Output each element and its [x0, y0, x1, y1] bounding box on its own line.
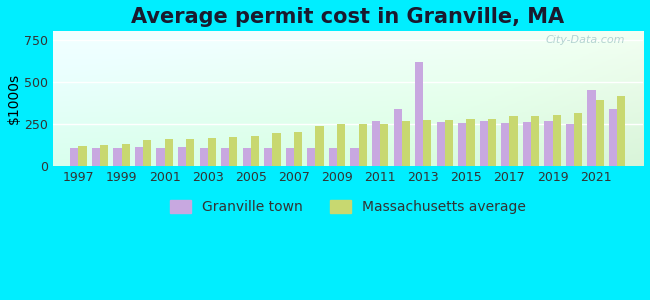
- Bar: [552, 115, 561, 166]
- Bar: [574, 113, 582, 166]
- Bar: [242, 148, 251, 166]
- Bar: [122, 144, 130, 166]
- Bar: [415, 61, 423, 166]
- Bar: [445, 120, 453, 166]
- Bar: [501, 123, 510, 166]
- Bar: [307, 148, 315, 166]
- Bar: [359, 124, 367, 166]
- Bar: [480, 122, 488, 166]
- Bar: [423, 120, 432, 166]
- Text: City-Data.com: City-Data.com: [546, 35, 625, 45]
- Bar: [79, 146, 86, 166]
- Bar: [531, 116, 540, 166]
- Bar: [251, 136, 259, 166]
- Bar: [135, 147, 143, 166]
- Legend: Granville town, Massachusetts average: Granville town, Massachusetts average: [164, 195, 532, 220]
- Bar: [488, 119, 496, 166]
- Bar: [70, 148, 79, 166]
- Bar: [208, 138, 216, 166]
- Bar: [544, 121, 552, 166]
- Bar: [437, 122, 445, 166]
- Bar: [143, 140, 151, 166]
- Bar: [229, 136, 237, 166]
- Bar: [178, 147, 186, 166]
- Bar: [595, 100, 604, 166]
- Bar: [618, 96, 625, 166]
- Bar: [523, 122, 531, 166]
- Bar: [164, 139, 173, 166]
- Bar: [286, 148, 294, 166]
- Bar: [393, 109, 402, 166]
- Bar: [466, 119, 474, 166]
- Bar: [200, 148, 208, 166]
- Bar: [157, 148, 164, 166]
- Bar: [186, 139, 194, 166]
- Bar: [402, 121, 410, 166]
- Bar: [510, 116, 517, 166]
- Bar: [92, 148, 100, 166]
- Y-axis label: $1000s: $1000s: [7, 73, 21, 124]
- Bar: [329, 148, 337, 166]
- Bar: [372, 121, 380, 166]
- Bar: [315, 126, 324, 166]
- Title: Average permit cost in Granville, MA: Average permit cost in Granville, MA: [131, 7, 564, 27]
- Bar: [272, 133, 281, 166]
- Bar: [458, 123, 466, 166]
- Bar: [100, 145, 108, 166]
- Bar: [264, 148, 272, 166]
- Bar: [221, 148, 229, 166]
- Bar: [350, 148, 359, 166]
- Bar: [337, 124, 345, 166]
- Bar: [588, 90, 595, 166]
- Bar: [566, 124, 574, 166]
- Bar: [380, 124, 388, 166]
- Bar: [609, 109, 618, 166]
- Bar: [294, 131, 302, 166]
- Bar: [113, 148, 122, 166]
